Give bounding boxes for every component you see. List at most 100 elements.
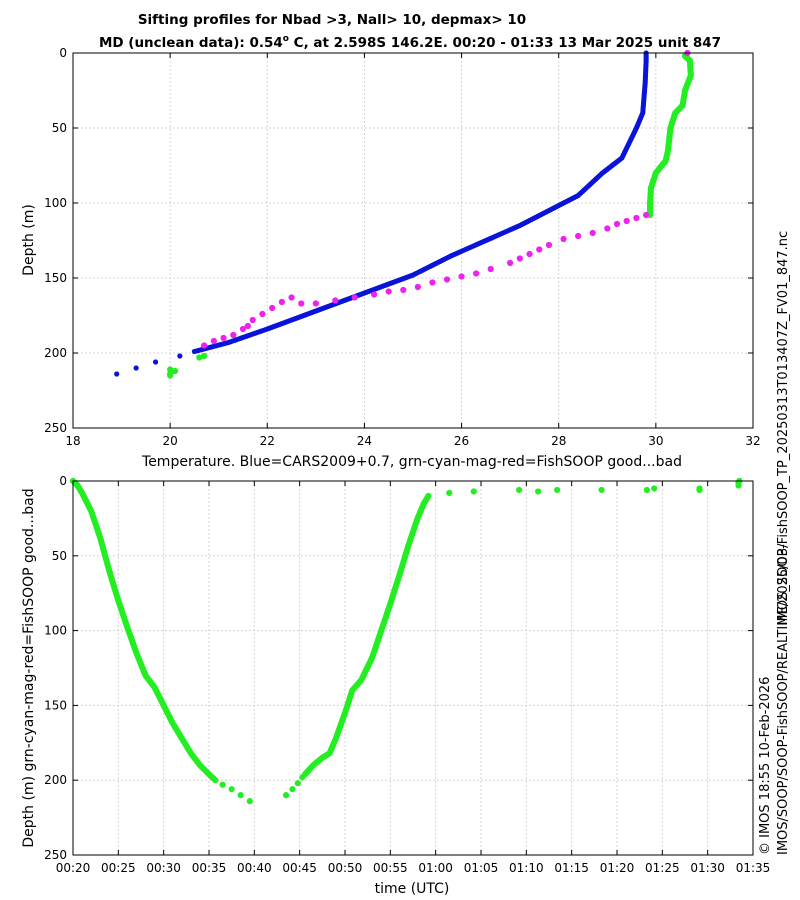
top-data-points (114, 49, 694, 379)
top-series-cars2009-0-7-deep-point (133, 365, 139, 371)
top-series-fishsoop-good-deep-point (167, 366, 174, 373)
top-series-fishsoop-bad-point (371, 291, 378, 298)
top-x-tick-label: 24 (357, 434, 372, 448)
top-y-tick-label: 200 (44, 346, 67, 360)
top-x-tick-label: 20 (163, 434, 178, 448)
top-series-fishsoop-bad-point (604, 225, 611, 232)
bottom-series-fishsoop-good-ascent--point (425, 492, 432, 500)
bottom-tick-labels: 00:20 00:25 00:30 00:35 00:40 00:45 00:50 00:55… (44, 474, 770, 875)
top-x-tick-label: 18 (65, 434, 80, 448)
bottom-series-fishsoop-good-surface--point (446, 489, 453, 497)
data-path-label: IMOS/SOOP/SOOP-FishSOOP/REALTIME/2025/03… (776, 543, 791, 855)
bottom-y-tick-label: 100 (44, 624, 67, 638)
top-series-fishsoop-bad-point (239, 325, 247, 333)
top-plot-frame (72, 52, 754, 429)
bottom-series-fishsoop-good-sparse--point (219, 781, 226, 788)
bottom-x-tick-label: 01:00 (418, 861, 453, 875)
top-series-fishsoop-bad-point (613, 220, 621, 228)
depth-time-chart: 00:20 00:25 00:30 00:35 00:40 00:45 00:50 00:55… (21, 474, 770, 897)
top-series-fishsoop-bad-point (298, 300, 305, 307)
top-series-fishsoop-bad-point (278, 298, 285, 306)
top-y-tick-label: 0 (59, 46, 67, 60)
bottom-x-tick-label: 01:35 (736, 861, 771, 875)
top-series-fishsoop-bad-point (351, 294, 358, 301)
top-series-fishsoop-bad-point (560, 235, 567, 243)
bottom-x-tick-label: 00:50 (328, 861, 363, 875)
top-y-axis-label: Depth (m) (21, 204, 37, 276)
bottom-series-fishsoop-good-sparse--point (289, 786, 296, 793)
bottom-x-tick-label: 01:20 (600, 861, 635, 875)
top-x-tick-label: 28 (551, 434, 566, 448)
top-series-fishsoop-bad-point (545, 241, 553, 249)
top-series-fishsoop-bad-point (575, 232, 582, 240)
temperature-profile-chart: 18 20 22 24 26 28 30 32 0 50 100 150 200 250 Temperat… (21, 46, 761, 470)
top-series-fishsoop-bad-point (516, 255, 523, 262)
top-series-cars2009-0-7-deep-point (177, 353, 183, 359)
top-series-fishsoop-bad-point (230, 331, 237, 339)
top-series-fishsoop-bad-point (443, 276, 451, 283)
title-line-2-suffix: C, at 2.598S 146.2E. 00:20 - 01:33 13 Ma… (289, 35, 721, 51)
bottom-grid (73, 481, 753, 855)
bottom-y-tick-label: 0 (59, 474, 67, 488)
bottom-series-fishsoop-good-sparse--point (294, 780, 301, 787)
copyright-stamp-label: © IMOS 18:55 10-Feb-2026 (758, 677, 773, 855)
bottom-plot-frame (72, 480, 754, 856)
bottom-series-fishsoop-good-surface--point (535, 488, 542, 495)
file-name-label: IMOS_SOOP-FishSOOP_TP_20250313T013407Z_F… (776, 231, 791, 625)
top-series-fishsoop-bad-point (244, 322, 251, 330)
bottom-x-tick-label: 01:15 (554, 861, 589, 875)
top-series-fishsoop-bad-point (414, 283, 421, 291)
top-tick-labels: 18 20 22 24 26 28 30 32 0 50 100 150 200 250 (44, 46, 761, 448)
bottom-x-tick-label: 00:45 (282, 861, 317, 875)
top-series-fishsoop-good-deep-point (171, 367, 179, 375)
bottom-series-fishsoop-good-surface--point (554, 486, 561, 494)
bottom-x-tick-label: 00:20 (56, 861, 91, 875)
top-series-fishsoop-bad-point (288, 294, 295, 301)
top-series-fishsoop-good-deep-point (196, 354, 203, 361)
top-series-fishsoop-bad-point (312, 300, 319, 307)
title-line-1: Sifting profiles for Nbad >3, Nall> 10, … (138, 12, 526, 28)
top-series-fishsoop-bad-point (487, 265, 494, 273)
bottom-series-fishsoop-good-sparse--point (237, 792, 244, 799)
top-y-tick-label: 50 (52, 121, 67, 135)
top-x-tick-label: 32 (745, 434, 760, 448)
degree-symbol: o (283, 34, 289, 44)
bottom-x-tick-label: 00:40 (237, 861, 272, 875)
top-series-fishsoop-bad-point (633, 214, 640, 222)
bottom-series-fishsoop-good-sparse--point (228, 786, 235, 793)
bottom-y-tick-label: 50 (52, 549, 67, 563)
top-x-tick-label: 26 (454, 434, 469, 448)
bottom-series-fishsoop-good-surface--point (598, 486, 605, 494)
top-series-cars2009-0-7-deep-point (114, 371, 120, 377)
top-series-fishsoop-bad-point (400, 286, 407, 294)
bottom-x-axis-label: time (UTC) (375, 881, 450, 897)
top-y-tick-label: 150 (44, 271, 67, 285)
top-series-fishsoop-bad-point (526, 250, 533, 258)
top-series-fishsoop-bad-point (201, 342, 208, 349)
top-series-fishsoop-good-deep-point (167, 372, 174, 379)
bottom-series-fishsoop-good-surface--point (696, 485, 703, 492)
bottom-x-tick-label: 01:10 (509, 861, 544, 875)
top-series-fishsoop-bad-point (220, 334, 227, 342)
top-series-fishsoop-good-deep-point (201, 352, 208, 360)
bottom-series-fishsoop-good-surface--point (643, 486, 651, 494)
top-series-fishsoop-bad-point (332, 297, 339, 304)
top-series-fishsoop-bad-point (623, 217, 630, 225)
bottom-series-fishsoop-good-descent--point (212, 777, 219, 784)
top-series-cars2009-0-7-point (191, 348, 198, 355)
bottom-x-tick-label: 01:25 (645, 861, 680, 875)
bottom-x-tick-label: 01:30 (690, 861, 725, 875)
bottom-y-tick-label: 200 (44, 773, 67, 787)
bottom-x-tick-label: 00:30 (146, 861, 181, 875)
top-y-tick-label: 100 (44, 196, 67, 210)
top-series-fishsoop-bad-point (249, 316, 256, 324)
top-x-tick-label: 22 (260, 434, 275, 448)
top-series-fishsoop-bad-point (210, 337, 217, 345)
title-line-2-prefix: MD (unclean data): 0.54 (99, 35, 283, 51)
bottom-y-tick-label: 250 (44, 848, 67, 862)
bottom-x-tick-label: 00:25 (101, 861, 136, 875)
top-series-fishsoop-bad-point (385, 288, 392, 295)
top-series-fishsoop-bad-point (536, 246, 543, 253)
top-series-fishsoop-bad-point (589, 229, 596, 237)
